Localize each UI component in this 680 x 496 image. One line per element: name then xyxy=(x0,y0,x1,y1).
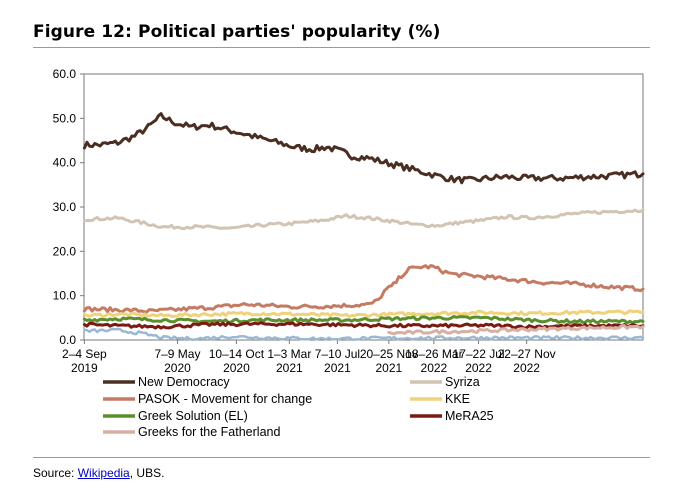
x-tick-label: 7–10 Jul xyxy=(315,347,360,361)
y-tick-label: 40.0 xyxy=(53,156,77,170)
x-tick-label: 18–26 Mar xyxy=(405,347,462,361)
x-tick-year: 2022 xyxy=(465,361,492,375)
legend-label: Greeks for the Fatherland xyxy=(138,425,280,439)
source-link[interactable]: Wikipedia xyxy=(77,466,130,480)
y-tick-label: 0.0 xyxy=(59,333,76,347)
x-tick-label: 2–4 Sep xyxy=(62,347,107,361)
y-tick-label: 50.0 xyxy=(53,111,77,125)
figure-title: Figure 12: Political parties' popularity… xyxy=(33,22,441,42)
legend-label: MeRA25 xyxy=(445,409,494,423)
y-tick-label: 20.0 xyxy=(53,244,77,258)
legend-label: Greek Solution (EL) xyxy=(138,409,248,423)
x-tick-year: 2021 xyxy=(276,361,303,375)
title-rule xyxy=(33,47,650,48)
x-tick-label: 10–14 Oct xyxy=(209,347,265,361)
y-tick-label: 30.0 xyxy=(53,200,77,214)
series-line-pasok-movement-for-change xyxy=(82,264,645,314)
x-tick-label: 1–3 Mar xyxy=(267,347,311,361)
series-line-unlabelled xyxy=(83,327,645,341)
legend-label: PASOK - Movement for change xyxy=(138,392,312,406)
x-tick-year: 2021 xyxy=(375,361,402,375)
legend-label: KKE xyxy=(445,392,470,406)
series-line-new-democracy xyxy=(82,112,645,185)
x-tick-label: 22–27 Nov xyxy=(498,347,556,361)
x-tick-year: 2022 xyxy=(421,361,448,375)
x-tick-year: 2022 xyxy=(513,361,540,375)
series-line-greek-solution-el- xyxy=(82,315,645,325)
legend-label: New Democracy xyxy=(138,375,230,389)
x-tick-year: 2019 xyxy=(71,361,98,375)
x-tick-year: 2020 xyxy=(164,361,191,375)
plot-frame xyxy=(83,73,644,341)
y-tick-label: 60.0 xyxy=(53,67,77,81)
x-tick-label: 20–25 Nov xyxy=(360,347,418,361)
x-tick-label: 17–22 Jul xyxy=(453,347,505,361)
x-tick-label: 7–9 May xyxy=(154,347,200,361)
series-line-syriza xyxy=(82,208,645,230)
legend-label: Syriza xyxy=(445,375,480,389)
source-rule xyxy=(33,457,650,458)
source-note: Source: Wikipedia, UBS. xyxy=(33,466,164,480)
y-tick-label: 10.0 xyxy=(53,289,77,303)
series-line-kke xyxy=(82,309,645,319)
x-tick-year: 2021 xyxy=(324,361,351,375)
source-suffix: , UBS. xyxy=(129,466,165,480)
source-prefix: Source: xyxy=(33,466,78,480)
series-line-greeks-for-the-fatherland xyxy=(387,324,645,336)
x-tick-year: 2020 xyxy=(223,361,250,375)
